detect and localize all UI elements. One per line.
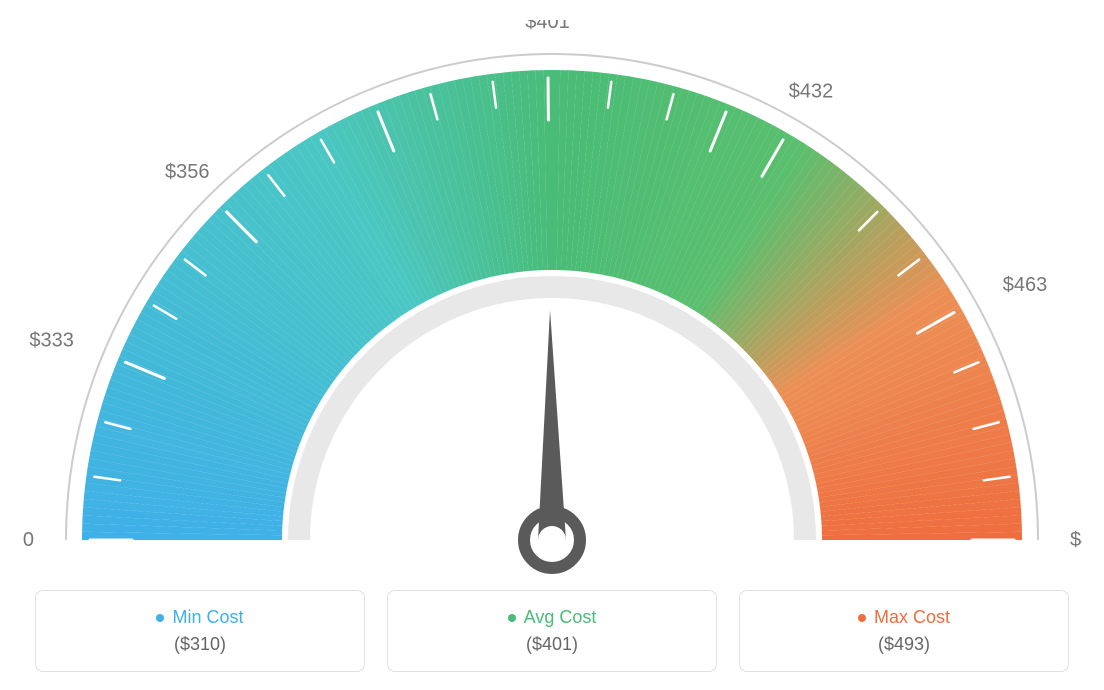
max-cost-value: ($493) — [878, 634, 930, 655]
cost-cards-row: Min Cost ($310) Avg Cost ($401) Max Cost… — [20, 590, 1084, 672]
svg-text:$310: $310 — [22, 529, 34, 551]
max-cost-label: Max Cost — [874, 607, 950, 628]
max-cost-card: Max Cost ($493) — [739, 590, 1069, 672]
svg-text:$356: $356 — [165, 161, 210, 183]
svg-text:$432: $432 — [789, 80, 834, 102]
min-cost-label: Min Cost — [172, 607, 243, 628]
avg-cost-card: Avg Cost ($401) — [387, 590, 717, 672]
svg-text:$401: $401 — [525, 20, 570, 33]
svg-text:$333: $333 — [29, 330, 74, 352]
avg-bullet-icon — [508, 614, 516, 622]
svg-text:$463: $463 — [1003, 274, 1048, 296]
gauge-svg: $310 $333 $356 $401 $432 $463 $493 — [22, 20, 1082, 580]
gauge-chart: $310 $333 $356 $401 $432 $463 $493 — [20, 20, 1084, 580]
avg-cost-value: ($401) — [526, 634, 578, 655]
avg-cost-label: Avg Cost — [524, 607, 597, 628]
min-bullet-icon — [156, 614, 164, 622]
svg-text:$493: $493 — [1070, 529, 1082, 551]
min-cost-card: Min Cost ($310) — [35, 590, 365, 672]
max-bullet-icon — [858, 614, 866, 622]
min-cost-value: ($310) — [174, 634, 226, 655]
